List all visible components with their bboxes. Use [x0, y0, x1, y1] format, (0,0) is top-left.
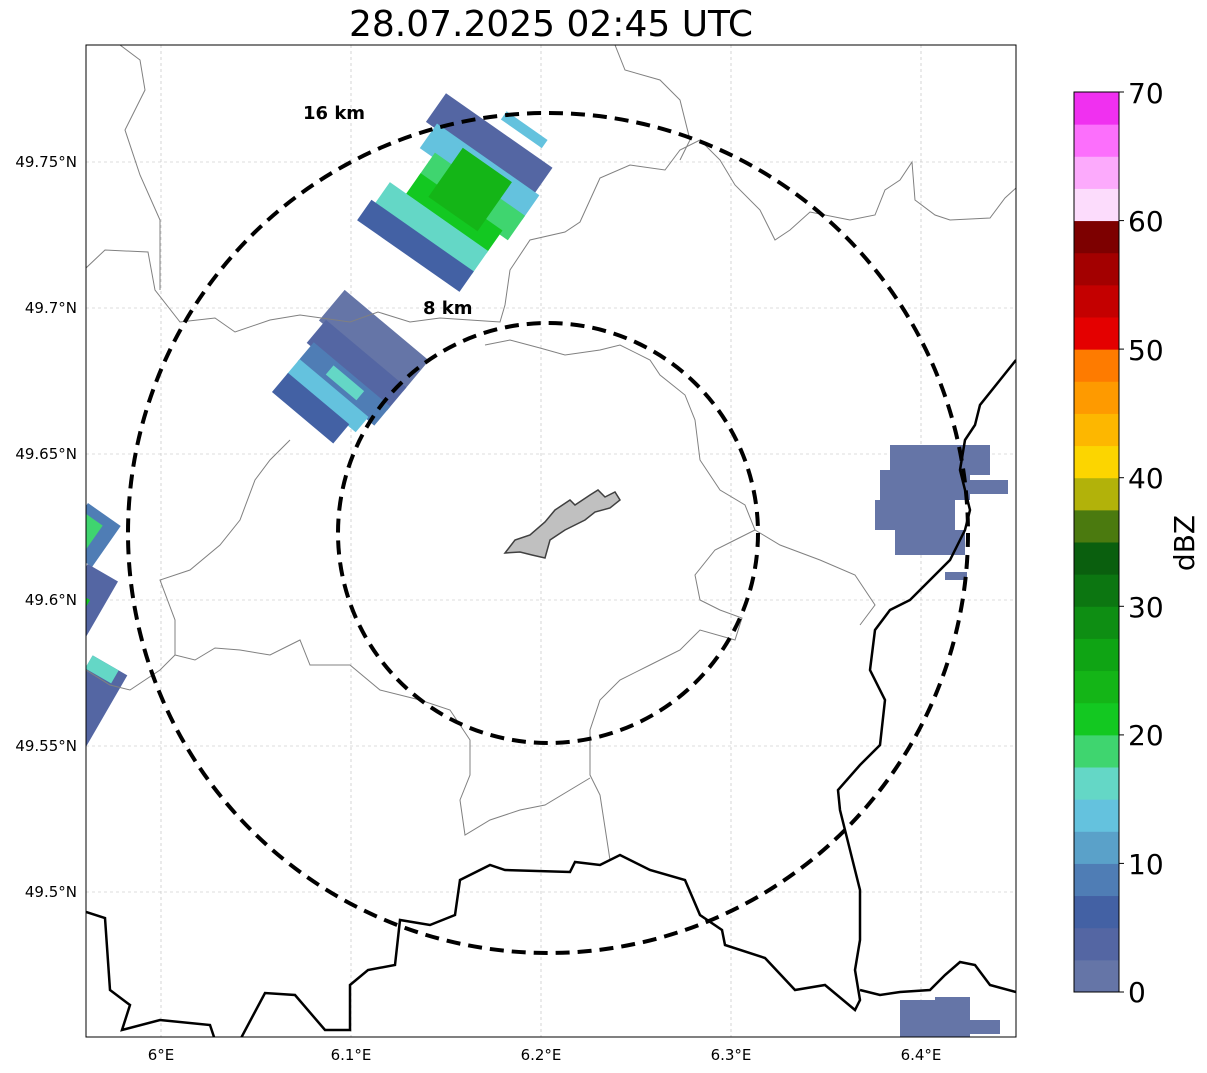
colorbar-segment: [1074, 542, 1119, 575]
colorbar-tick-label: 30: [1128, 591, 1164, 624]
colorbar-segment: [1074, 670, 1119, 704]
colorbar-tick-label: 50: [1128, 334, 1164, 367]
colorbar-segment: [1074, 156, 1119, 189]
colorbar-segment: [1074, 220, 1119, 254]
colorbar-frame: [1073, 91, 1120, 993]
colorbar: [1074, 92, 1119, 993]
colorbar-segment: [1074, 188, 1119, 222]
map-frame: [86, 45, 1016, 1037]
radar-echo-north: [357, 93, 553, 292]
x-tick-label: 6°E: [148, 1046, 175, 1064]
y-tick-label: 49.55°N: [15, 737, 77, 755]
radar-echo-west: [86, 503, 128, 754]
y-tick-label: 49.6°N: [25, 591, 77, 609]
colorbar-segment: [1074, 477, 1119, 511]
y-tick-label: 49.5°N: [25, 883, 77, 901]
colorbar-segment: [1074, 381, 1119, 414]
colorbar-segment: [1074, 734, 1119, 768]
commune-borders: [86, 45, 1016, 861]
y-tick-label: 49.7°N: [25, 299, 77, 317]
colorbar-tick-label: 70: [1128, 77, 1164, 110]
colorbar-segment: [1074, 252, 1119, 286]
ring-label-8km: 8 km: [423, 298, 473, 319]
ring-label-16km: 16 km: [303, 103, 365, 124]
colorbar-segment: [1074, 349, 1119, 382]
radar-echo-northwest: [271, 289, 429, 444]
gridlines: [86, 45, 1016, 1037]
colorbar-segment: [1074, 509, 1119, 543]
colorbar-segment: [1074, 284, 1119, 318]
x-tick-label: 6.2°E: [521, 1046, 562, 1064]
colorbar-segment: [1074, 638, 1119, 672]
colorbar-segment: [1074, 895, 1119, 929]
colorbar-segment: [1074, 767, 1119, 800]
national-borders: [86, 359, 1016, 1037]
colorbar-tick-label: 0: [1128, 976, 1146, 1009]
colorbar-tick-label: 40: [1128, 462, 1164, 495]
ring-8km: [336, 321, 760, 745]
x-tick-label: 6.1°E: [331, 1046, 372, 1064]
y-tick-label: 49.75°N: [15, 153, 77, 171]
ring-16km: [126, 111, 970, 955]
colorbar-segment: [1074, 606, 1119, 639]
colorbar-label: dBZ: [1168, 515, 1201, 571]
colorbar-segment: [1074, 927, 1119, 961]
y-tick-label: 49.65°N: [15, 445, 77, 463]
radar-site-area: [503, 489, 621, 559]
radar-echo-southeast: [900, 997, 1000, 1037]
colorbar-segment: [1074, 92, 1119, 125]
x-tick-label: 6.3°E: [711, 1046, 752, 1064]
x-tick-label: 6.4°E: [901, 1046, 942, 1064]
colorbar-segment: [1074, 445, 1119, 479]
colorbar-segment: [1074, 124, 1119, 157]
chart-title: 28.07.2025 02:45 UTC: [348, 4, 754, 45]
colorbar-segment: [1074, 413, 1119, 447]
colorbar-tick-label: 10: [1128, 848, 1164, 881]
colorbar-segment: [1074, 799, 1119, 832]
colorbar-tick-label: 60: [1128, 205, 1164, 238]
colorbar-segment: [1074, 863, 1119, 897]
colorbar-segment: [1074, 574, 1119, 607]
colorbar-tick-label: 20: [1128, 719, 1164, 752]
colorbar-segment: [1074, 959, 1119, 993]
colorbar-segment: [1074, 702, 1119, 736]
colorbar-segment: [1074, 317, 1119, 350]
colorbar-segment: [1074, 831, 1119, 864]
